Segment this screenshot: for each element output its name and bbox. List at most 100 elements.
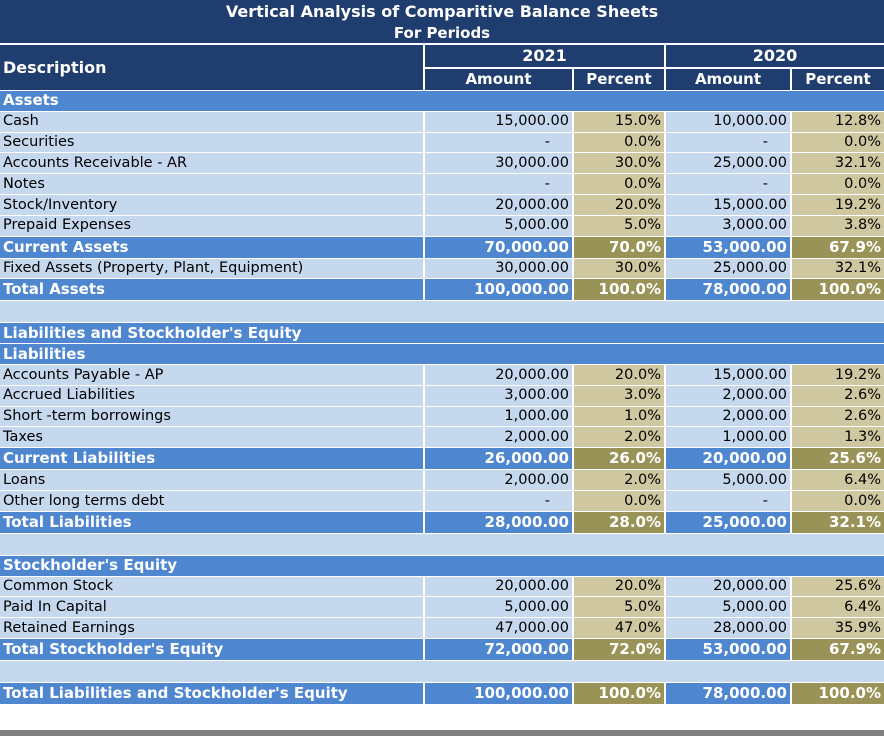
amount-cell: 2,000.00 [666, 406, 790, 427]
row-label: Paid In Capital [0, 597, 423, 618]
amount-cell: 15,000.00 [666, 195, 790, 215]
percent-cell: 2.0% [574, 470, 664, 490]
header-block: Description 2021 2020 Amount Percent Amo… [0, 45, 884, 90]
total-row: Total Liabilities and Stockholder's Equi… [0, 683, 884, 704]
table-row: Accrued Liabilities 3,000.00 3.0% 2,000.00 2… [0, 385, 884, 406]
table-row: Short -term borrowings 1,000.00 1.0% 2,000.… [0, 406, 884, 427]
section-header-row: Assets [0, 91, 884, 111]
percent-cell: 67.9% [792, 236, 884, 258]
table-row: Accounts Receivable - AR 30,000.00 30.0% 25… [0, 153, 884, 174]
title-row: Vertical Analysis of Comparitive Balance… [0, 0, 884, 23]
percent-cell: 2.0% [574, 427, 664, 448]
percent-cell: 67.9% [792, 639, 884, 660]
percent-cell: 25.6% [792, 448, 884, 470]
subtitle-row: For Periods [0, 23, 884, 43]
percent-cell: 2.6% [792, 406, 884, 427]
percent-cell: 0.0% [574, 132, 664, 153]
amount-cell: - [666, 174, 790, 194]
total-row: Total Assets 100,000.00 100.0% 78,000.00 100… [0, 279, 884, 301]
spacer-row [0, 301, 884, 323]
percent-cell: 1.3% [792, 427, 884, 448]
row-label: Cash [0, 111, 423, 132]
section-label: Stockholder's Equity [0, 555, 884, 576]
spacer-row [0, 533, 884, 555]
amount-cell: 53,000.00 [666, 236, 790, 258]
sheet-title: Vertical Analysis of Comparitive Balance… [0, 0, 884, 23]
row-label: Notes [0, 174, 423, 194]
percent-cell: 3.8% [792, 215, 884, 236]
amount-cell: 25,000.00 [666, 258, 790, 279]
amount-cell: 5,000.00 [666, 597, 790, 618]
section-label: Liabilities [0, 344, 884, 364]
amount-cell: 28,000.00 [425, 511, 572, 533]
row-label: Short -term borrowings [0, 406, 423, 427]
table-row: Cash 15,000.00 15.0% 10,000.00 12.8% [0, 111, 884, 132]
sheet-subtitle: For Periods [0, 23, 884, 43]
amount-cell: 78,000.00 [666, 279, 790, 301]
section-header-row: Liabilities [0, 344, 884, 364]
spacer [0, 301, 884, 323]
row-label: Total Liabilities and Stockholder's Equi… [0, 683, 423, 704]
row-label: Accounts Receivable - AR [0, 153, 423, 174]
amount-cell: 30,000.00 [425, 153, 572, 174]
amount-cell: 20,000.00 [425, 365, 572, 385]
row-label: Taxes [0, 427, 423, 448]
amount-2020-header: Amount [666, 69, 790, 90]
amount-cell: 10,000.00 [666, 111, 790, 132]
row-label: Retained Earnings [0, 618, 423, 638]
percent-cell: 0.0% [792, 132, 884, 153]
amount-cell: 3,000.00 [666, 215, 790, 236]
amount-cell: 2,000.00 [666, 385, 790, 406]
percent-cell: 12.8% [792, 111, 884, 132]
percent-cell: 0.0% [792, 174, 884, 194]
table-row: Notes -0.0% -0.0% [0, 174, 884, 194]
table-row: Loans 2,000.00 2.0% 5,000.00 6.4% [0, 470, 884, 490]
percent-cell: 6.4% [792, 597, 884, 618]
amount-cell: 47,000.00 [425, 618, 572, 638]
total-row: Total Stockholder's Equity 72,000.00 72.0%… [0, 639, 884, 660]
amount-cell: 28,000.00 [666, 618, 790, 638]
percent-cell: 6.4% [792, 470, 884, 490]
percent-cell: 25.6% [792, 576, 884, 597]
row-label: Total Assets [0, 279, 423, 301]
amount-cell: 5,000.00 [666, 470, 790, 490]
amount-cell: - [425, 174, 572, 194]
total-row: Current Liabilities 26,000.00 26.0% 20,000.… [0, 448, 884, 470]
percent-cell: 70.0% [574, 236, 664, 258]
percent-cell: 0.0% [792, 491, 884, 511]
row-label: Loans [0, 470, 423, 490]
row-label: Other long terms debt [0, 491, 423, 511]
section-label: Assets [0, 91, 884, 111]
percent-cell: 5.0% [574, 597, 664, 618]
percent-cell: 0.0% [574, 491, 664, 511]
percent-cell: 100.0% [574, 683, 664, 704]
percent-cell: 30.0% [574, 258, 664, 279]
amount-cell: 2,000.00 [425, 470, 572, 490]
percent-2020-header: Percent [792, 69, 884, 90]
table-row: Prepaid Expenses 5,000.00 5.0% 3,000.00 3.8% [0, 215, 884, 236]
percent-cell: 100.0% [574, 279, 664, 301]
row-label: Current Assets [0, 236, 423, 258]
table-row: Retained Earnings 47,000.00 47.0% 28,000.00… [0, 618, 884, 638]
percent-cell: 1.0% [574, 406, 664, 427]
amount-cell: 3,000.00 [425, 385, 572, 406]
percent-cell: 100.0% [792, 279, 884, 301]
amount-cell: 26,000.00 [425, 448, 572, 470]
row-label: Accounts Payable - AP [0, 365, 423, 385]
amount-cell: 20,000.00 [666, 576, 790, 597]
amount-cell: - [666, 491, 790, 511]
percent-cell: 26.0% [574, 448, 664, 470]
percent-cell: 100.0% [792, 683, 884, 704]
table-row: Fixed Assets (Property, Plant, Equipment… [0, 258, 884, 279]
amount-cell: 2,000.00 [425, 427, 572, 448]
section-label: Liabilities and Stockholder's Equity [0, 323, 884, 344]
row-label: Total Liabilities [0, 511, 423, 533]
percent-cell: 30.0% [574, 153, 664, 174]
amount-cell: 78,000.00 [666, 683, 790, 704]
percent-cell: 35.9% [792, 618, 884, 638]
row-label: Securities [0, 132, 423, 153]
table-row: Taxes 2,000.00 2.0% 1,000.00 1.3% [0, 427, 884, 448]
amount-cell: - [666, 132, 790, 153]
percent-cell: 0.0% [574, 174, 664, 194]
